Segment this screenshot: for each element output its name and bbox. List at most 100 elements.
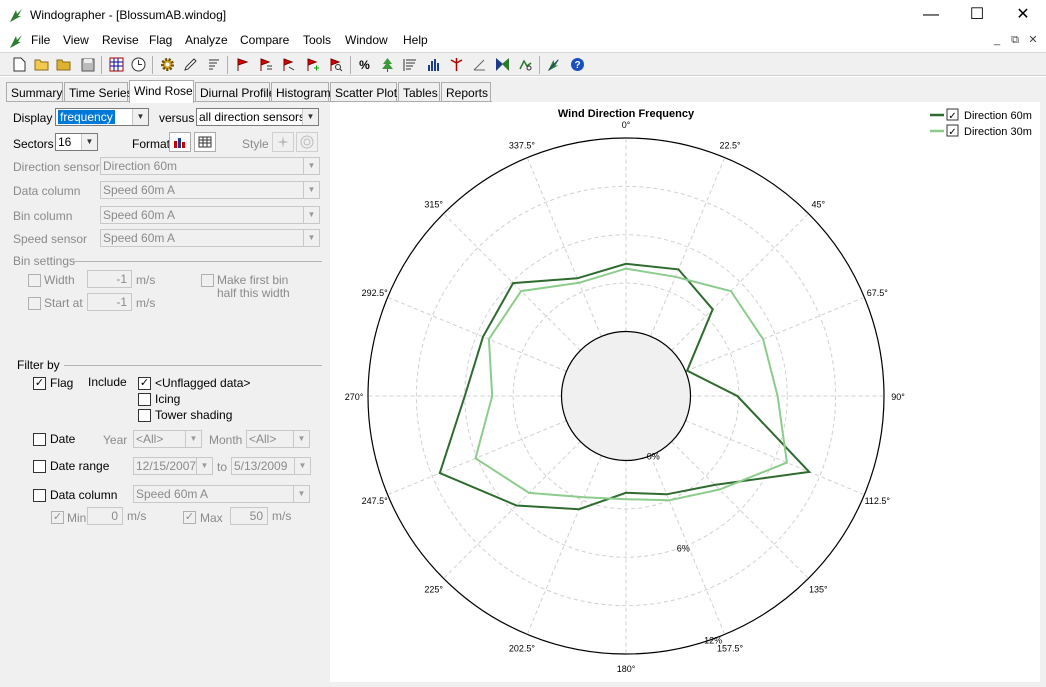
tab-reports[interactable]: Reports: [441, 82, 491, 102]
max-checkbox[interactable]: ✓: [183, 511, 196, 524]
start-at-checkbox[interactable]: [28, 297, 41, 310]
max-label: Max: [200, 511, 223, 525]
date-from-select[interactable]: 12/15/2007 ▼: [133, 457, 213, 475]
sector-label: 337.5°: [509, 141, 536, 151]
style-button-1[interactable]: [272, 132, 294, 152]
data-column-select[interactable]: Speed 60m A ▼: [100, 181, 320, 199]
map-icon[interactable]: [517, 56, 534, 73]
flag-move-icon[interactable]: [280, 56, 297, 73]
mdi-close-button[interactable]: ✕: [1028, 34, 1038, 46]
tower-shading-checkbox[interactable]: [138, 409, 151, 422]
width-input[interactable]: -1: [87, 270, 132, 288]
flag-search-icon[interactable]: [327, 56, 344, 73]
start-at-unit: m/s: [136, 296, 156, 310]
menu-view[interactable]: View: [63, 33, 89, 47]
tab-scatter-plot[interactable]: Scatter Plot: [330, 82, 397, 102]
grid-icon[interactable]: [108, 56, 125, 73]
versus-value: all direction sensors: [199, 110, 306, 124]
speed-sensor-select[interactable]: Speed 60m A ▼: [100, 229, 320, 247]
direction-sensor-select[interactable]: Direction 60m ▼: [100, 157, 320, 175]
close-button[interactable]: ✕: [1016, 6, 1030, 23]
save-icon[interactable]: [79, 56, 96, 73]
sector-label: 157.5°: [717, 643, 744, 653]
width-checkbox[interactable]: [28, 274, 41, 287]
toolbar-separator: [227, 56, 228, 74]
make-first-bin-label-2: half this width: [217, 286, 290, 300]
check-icon: ✓: [948, 111, 956, 122]
data-column-filter-checkbox[interactable]: [33, 489, 46, 502]
histogram-icon[interactable]: [425, 56, 442, 73]
sector-label: 247.5°: [362, 496, 389, 506]
data-column-filter-select[interactable]: Speed 60m A ▼: [133, 485, 310, 503]
bin-column-select[interactable]: Speed 60m A ▼: [100, 206, 320, 224]
sectors-select[interactable]: 16 ▼: [55, 133, 98, 151]
year-select[interactable]: <All> ▼: [133, 430, 202, 448]
icing-checkbox[interactable]: [138, 393, 151, 406]
start-at-input[interactable]: -1: [87, 293, 132, 311]
logo-icon[interactable]: [545, 56, 562, 73]
open-folder-icon[interactable]: [33, 56, 50, 73]
menu-file[interactable]: File: [31, 33, 51, 47]
turbine-icon[interactable]: [448, 56, 465, 73]
make-first-bin-label-1: Make first bin: [217, 273, 289, 287]
grid-spoke: [387, 296, 567, 372]
menu-window[interactable]: Window: [345, 33, 388, 47]
unflagged-checkbox[interactable]: ✓: [138, 377, 151, 390]
pencil-icon[interactable]: [182, 56, 199, 73]
flag-add-icon[interactable]: [304, 56, 321, 73]
menu-analyze[interactable]: Analyze: [185, 33, 228, 47]
open-recent-icon[interactable]: [55, 56, 72, 73]
tab-diurnal-profile[interactable]: Diurnal Profile: [195, 82, 275, 102]
min-input[interactable]: 0: [87, 507, 123, 525]
help-icon[interactable]: ?: [569, 56, 586, 73]
chevron-down-icon: ▼: [303, 158, 319, 174]
grid-spoke: [526, 455, 602, 635]
mdi-minimize-button[interactable]: _: [993, 34, 1001, 46]
new-file-icon[interactable]: [11, 56, 28, 73]
date-checkbox[interactable]: [33, 433, 46, 446]
menu-revise[interactable]: Revise: [102, 33, 139, 47]
min-checkbox[interactable]: ✓: [51, 511, 64, 524]
maximize-button[interactable]: ☐: [969, 6, 985, 23]
sort-icon[interactable]: [205, 56, 222, 73]
gear-icon[interactable]: [159, 56, 176, 73]
max-input[interactable]: 50: [230, 507, 268, 525]
menu-tools[interactable]: Tools: [303, 33, 332, 47]
format-table-button[interactable]: [194, 132, 216, 152]
compare-icon[interactable]: [494, 56, 511, 73]
shear-icon[interactable]: [471, 56, 488, 73]
radial-tick-label: 0%: [647, 451, 660, 461]
menu-help[interactable]: Help: [403, 33, 428, 47]
percent-icon[interactable]: %: [359, 57, 370, 72]
tab-histogram[interactable]: Histogram: [271, 82, 331, 102]
date-to-select[interactable]: 5/13/2009 ▼: [231, 457, 311, 475]
tower-shading-label: Tower shading: [155, 408, 233, 422]
mdi-restore-button[interactable]: ⧉: [1011, 34, 1019, 46]
list-icon[interactable]: [402, 56, 419, 73]
versus-select[interactable]: all direction sensors ▼: [196, 108, 319, 126]
minimize-button[interactable]: —: [923, 6, 939, 23]
menu-compare[interactable]: Compare: [240, 33, 290, 47]
flag-checkbox[interactable]: ✓: [33, 377, 46, 390]
clock-icon[interactable]: [130, 56, 147, 73]
menu-flag[interactable]: Flag: [149, 33, 173, 47]
tree-icon[interactable]: [379, 56, 396, 73]
month-select[interactable]: <All> ▼: [246, 430, 310, 448]
tab-wind-rose[interactable]: Wind Rose: [129, 80, 194, 103]
flag-select-icon[interactable]: [257, 56, 274, 73]
make-first-bin-checkbox[interactable]: [201, 274, 214, 287]
chart-title: Wind Direction Frequency: [558, 108, 695, 120]
display-select[interactable]: frequency ▼: [55, 108, 149, 126]
filter-by-label: Filter by: [17, 358, 60, 372]
format-chart-button[interactable]: [169, 132, 191, 152]
grid-spoke: [685, 420, 865, 496]
tab-summary[interactable]: Summary: [6, 82, 63, 102]
date-range-checkbox[interactable]: [33, 460, 46, 473]
wind-rose-chart-panel: Wind Direction Frequency 0° 22.5° 45° 67.5°…: [330, 102, 1040, 682]
sector-label: 292.5°: [362, 288, 389, 298]
rose-style-icon: [277, 136, 289, 148]
tab-tables[interactable]: Tables: [398, 82, 440, 102]
tab-time-series[interactable]: Time Series: [64, 82, 133, 102]
flag-icon[interactable]: [234, 56, 251, 73]
style-button-2[interactable]: [296, 132, 318, 152]
